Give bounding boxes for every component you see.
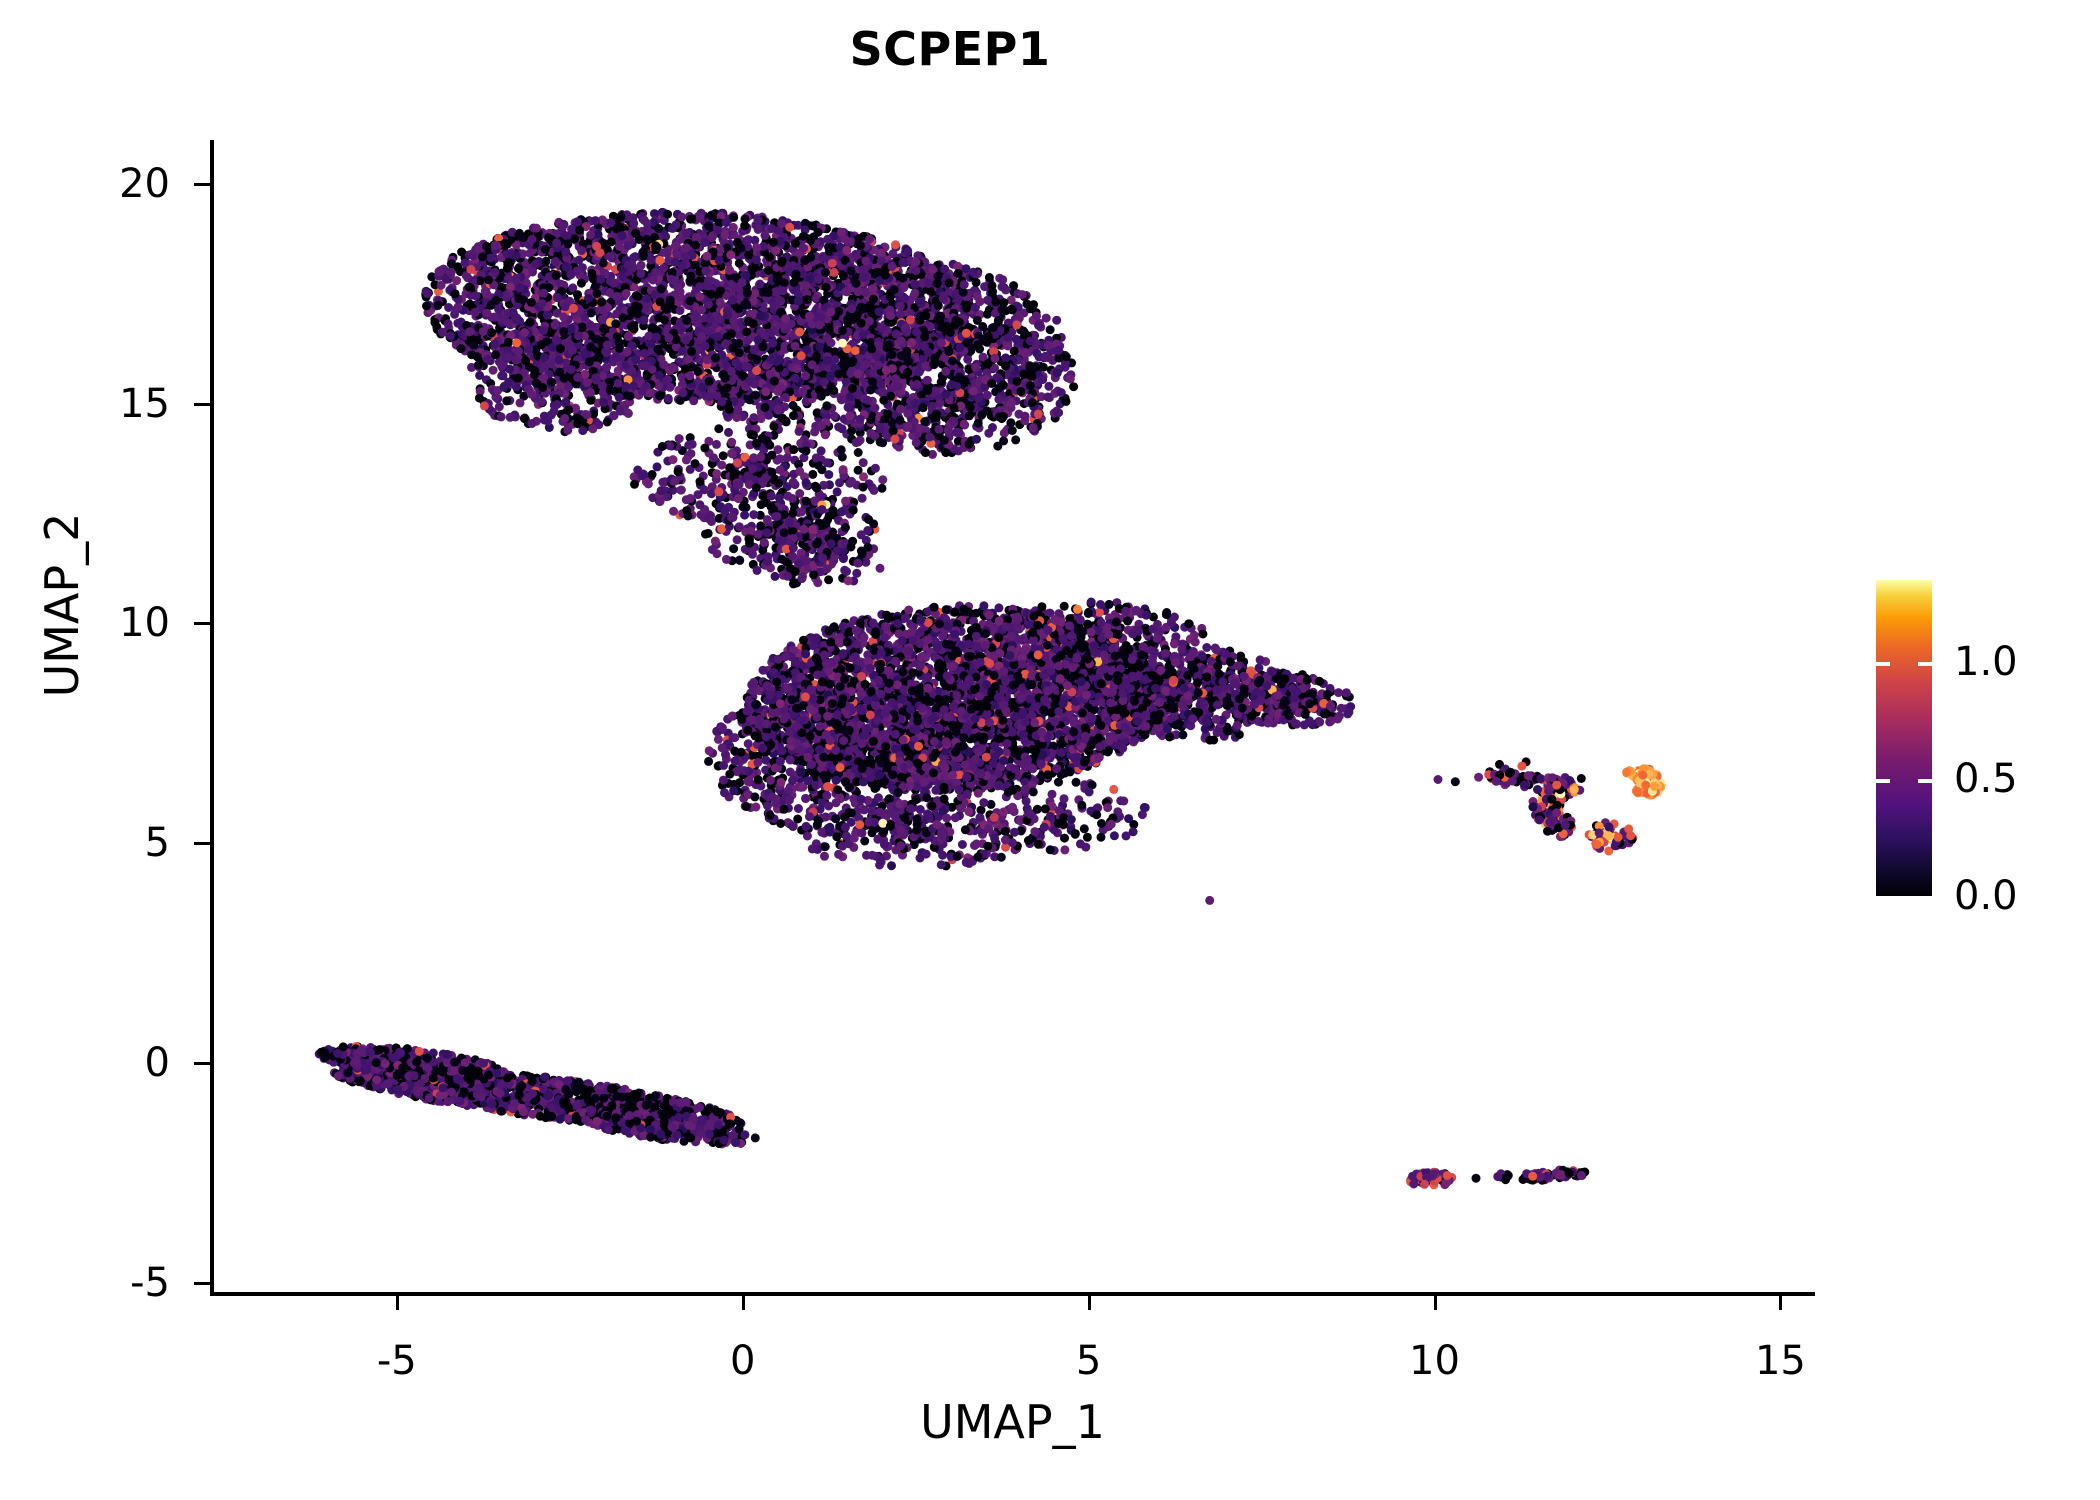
colorbar-tick-mark — [1876, 778, 1890, 783]
y-axis-label: UMAP_2 — [35, 512, 89, 698]
y-tick-mark — [194, 182, 210, 186]
x-axis-label: UMAP_1 — [920, 1395, 1105, 1449]
y-tick-mark — [194, 842, 210, 846]
colorbar: 0.0 0.5 1.0 — [1876, 580, 2076, 919]
scatter-canvas — [210, 140, 1815, 1296]
colorbar-gradient — [1876, 580, 1932, 896]
colorbar-tick-mark — [1876, 661, 1890, 666]
colorbar-tick-mark — [1918, 661, 1932, 666]
y-tick-label: 10 — [119, 600, 170, 647]
colorbar-tick-mark — [1918, 778, 1932, 783]
x-tick-label: 5 — [1075, 1338, 1102, 1384]
x-tick-mark — [1779, 1296, 1783, 1310]
x-tick-mark — [1087, 1296, 1091, 1310]
x-tick-label: 0 — [729, 1338, 756, 1384]
scatter-points-layer — [314, 207, 1666, 1190]
x-axis-spine — [210, 1292, 1815, 1296]
colorbar-tick-label: 0.0 — [1954, 873, 2018, 919]
colorbar-tick-label: 1.0 — [1954, 638, 2018, 685]
x-tick-mark — [741, 1296, 745, 1310]
y-tick-mark — [194, 1062, 210, 1066]
x-tick-label: -5 — [376, 1338, 417, 1384]
page-title: SCPEP1 — [849, 22, 1051, 76]
colorbar-tick-label: 0.5 — [1954, 755, 2018, 802]
y-tick-mark — [194, 402, 210, 406]
x-tick-mark — [395, 1296, 399, 1310]
x-tick-label: 10 — [1409, 1338, 1460, 1384]
x-tick-mark — [1433, 1296, 1437, 1310]
y-tick-label: 20 — [119, 160, 170, 207]
y-tick-label: 15 — [119, 380, 170, 427]
y-tick-label: 0 — [144, 1040, 170, 1087]
y-tick-label: 5 — [144, 820, 170, 867]
y-axis-spine — [210, 140, 214, 1296]
plot-axes: -5 0 5 10 15 -5 0 5 10 15 20 — [119, 140, 1815, 1384]
y-tick-mark — [194, 622, 210, 626]
y-tick-label: -5 — [130, 1259, 170, 1306]
x-tick-label: 15 — [1754, 1338, 1806, 1384]
y-tick-mark — [194, 1281, 210, 1285]
